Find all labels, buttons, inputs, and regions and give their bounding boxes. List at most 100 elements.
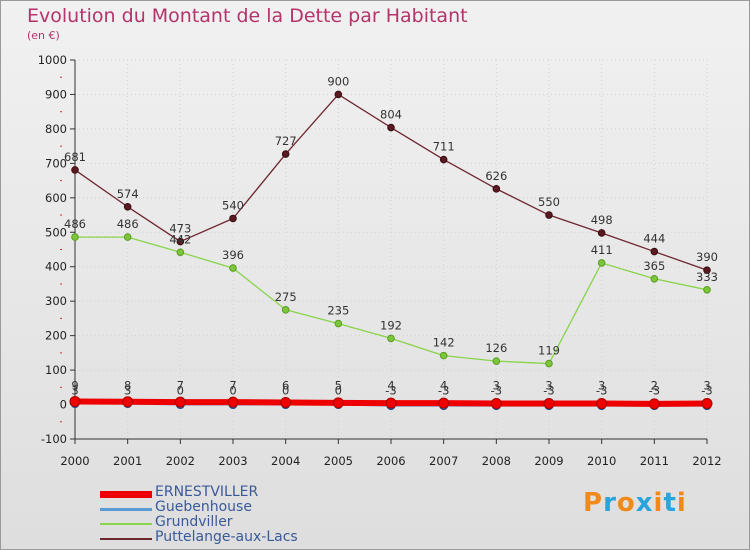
data-point <box>281 150 290 158</box>
data-label: 3 <box>703 379 710 393</box>
data-label: 3 <box>545 379 552 393</box>
proxiti-logo: Proxiti <box>583 488 687 518</box>
logo-letter: o <box>616 488 636 518</box>
data-point <box>387 334 395 343</box>
data-label: 804 <box>380 108 402 122</box>
data-point <box>280 396 292 408</box>
data-label: 727 <box>275 134 297 148</box>
legend-swatch <box>100 538 152 540</box>
data-label: 711 <box>433 140 455 154</box>
data-label: 0 <box>229 384 236 398</box>
y-tick-label: 700 <box>45 156 67 170</box>
data-point <box>596 398 608 410</box>
data-point <box>703 286 711 294</box>
legend-label: Grundviller <box>155 514 233 530</box>
y-tick-label: -100 <box>41 432 67 446</box>
data-label: 275 <box>275 290 297 304</box>
data-label: 4 <box>440 379 447 393</box>
x-axis-ticks: 2000 2001 2002 2003 2004 2005 2006 2007 2008 2009… <box>60 439 722 468</box>
legend-swatch <box>100 523 152 525</box>
data-label: 3 <box>124 384 131 398</box>
x-tick-label: 2011 <box>640 454 669 468</box>
y-tick-label: 400 <box>45 260 67 274</box>
data-point <box>176 248 185 257</box>
data-point <box>387 123 395 132</box>
data-label: 486 <box>64 217 86 231</box>
data-label: -3 <box>649 384 660 398</box>
data-label: 3 <box>598 379 605 393</box>
data-point <box>648 398 660 410</box>
data-label: 444 <box>643 232 665 246</box>
data-point <box>439 351 448 360</box>
data-label: 681 <box>64 150 86 164</box>
data-label: 442 <box>169 232 191 246</box>
data-point <box>543 398 555 410</box>
y-tick-label: 300 <box>45 294 67 308</box>
y-tick-label: 100 <box>45 363 67 377</box>
data-label: 540 <box>222 198 244 212</box>
x-tick-label: 2012 <box>692 454 721 468</box>
data-label: 5 <box>335 379 342 393</box>
logo-letter: t <box>663 488 677 518</box>
y-tick-label: 1000 <box>38 53 67 67</box>
data-label: 473 <box>169 222 191 236</box>
logo-letter: i <box>676 488 687 518</box>
x-tick-label: 2001 <box>113 454 142 468</box>
logo-letter: r <box>603 488 617 518</box>
data-point <box>545 211 553 219</box>
data-point <box>650 247 659 256</box>
data-point <box>439 155 448 164</box>
legend-label: Guebenhouse <box>155 499 252 515</box>
y-tick-label: 800 <box>45 122 67 136</box>
data-label: 142 <box>433 336 455 350</box>
y-axis-ticks: -100 0 100 200 300 400 500 600 700 800 900 1000 <box>38 53 75 446</box>
data-point <box>123 202 132 211</box>
data-point <box>123 233 132 241</box>
y-tick-label: 200 <box>45 329 67 343</box>
x-tick-label: 2003 <box>218 454 247 468</box>
data-label: 365 <box>643 259 665 273</box>
data-point <box>69 395 81 407</box>
data-label: 7 <box>229 379 236 393</box>
data-label: -3 <box>491 384 502 398</box>
x-tick-label: 2004 <box>271 454 300 468</box>
data-point <box>122 396 134 408</box>
data-label: -3 <box>385 384 396 398</box>
data-label: 0 <box>177 384 184 398</box>
data-label: 0 <box>335 384 342 398</box>
x-tick-label: 2002 <box>166 454 195 468</box>
legend-label: ERNESTVILLER <box>155 484 259 500</box>
data-label: 2 <box>651 379 658 393</box>
y-tick-label: 500 <box>45 225 67 239</box>
data-label: 8 <box>124 379 131 393</box>
data-point <box>227 396 239 408</box>
data-label: 4 <box>387 379 394 393</box>
chart-unit: (en €) <box>27 29 60 42</box>
data-label: 126 <box>485 341 507 355</box>
data-point <box>703 266 711 274</box>
y-tick-label: 0 <box>60 398 67 412</box>
data-label: 235 <box>327 304 349 318</box>
y-tick-label: 600 <box>45 191 67 205</box>
legend-swatch <box>100 507 152 511</box>
logo-letter: x <box>635 488 654 518</box>
y-tick-label: 900 <box>45 87 67 101</box>
data-label: 550 <box>538 195 560 209</box>
x-tick-label: 2009 <box>534 454 563 468</box>
data-label: 333 <box>696 270 718 284</box>
data-point <box>492 185 501 193</box>
x-tick-label: 2006 <box>376 454 405 468</box>
data-label: 6 <box>282 379 289 393</box>
data-label: 498 <box>591 213 613 227</box>
data-point <box>545 359 553 368</box>
data-label: 119 <box>538 344 560 358</box>
x-tick-label: 2007 <box>429 454 458 468</box>
data-point <box>597 229 606 237</box>
series-group <box>69 90 713 411</box>
data-point <box>71 233 79 241</box>
data-label: 390 <box>696 250 718 264</box>
data-point <box>174 396 186 408</box>
data-label: -3 <box>701 384 712 398</box>
